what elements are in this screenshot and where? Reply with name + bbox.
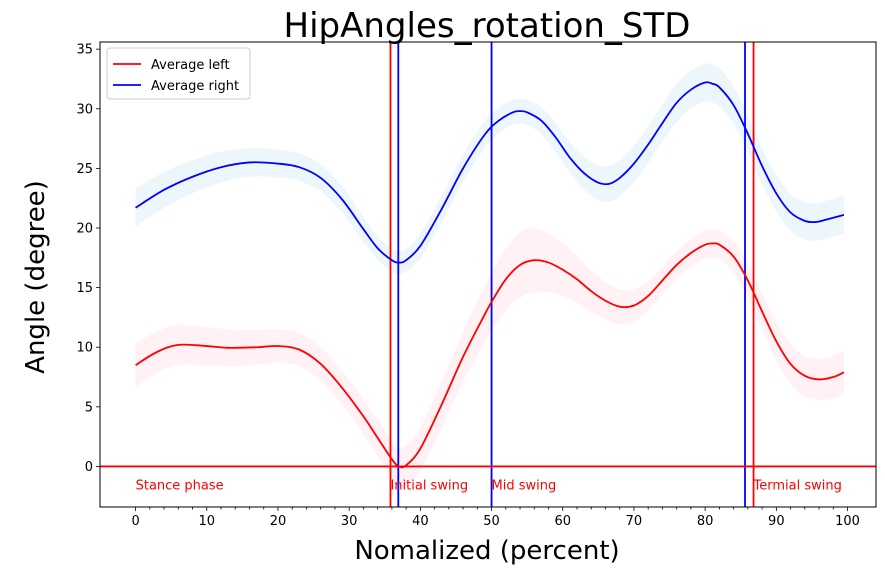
x-tick-label: 30 (341, 514, 358, 529)
x-tick-label: 40 (412, 514, 429, 529)
phase-annotation-3: Termial swing (753, 478, 842, 493)
series-line-right (135, 81, 845, 264)
x-tick-label: 70 (626, 514, 643, 529)
y-tick-label: 30 (76, 102, 93, 117)
x-axis-label: Nomalized (percent) (354, 536, 619, 566)
y-tick-label: 15 (76, 281, 93, 296)
legend: Average left Average right (106, 47, 251, 100)
x-tick-label: 80 (697, 514, 714, 529)
legend-label-left: Average left (151, 58, 230, 73)
std-bands (135, 63, 844, 488)
y-tick-label: 25 (76, 162, 93, 177)
chart-title: HipAngles_rotation_STD (284, 6, 691, 46)
x-tick-label: 0 (131, 514, 139, 529)
y-tick-label: 10 (76, 341, 93, 356)
y-tick-label: 0 (85, 460, 93, 475)
y-tick-label: 35 (76, 43, 93, 58)
x-axis-ticks: 0 10 20 30 40 50 60 70 80 90 100 (131, 507, 860, 529)
phase-annotation-1: Initial swing (390, 478, 468, 493)
x-tick-label: 20 (270, 514, 287, 529)
y-tick-label: 20 (76, 222, 93, 237)
phase-annotations: Stance phase Initial swing Mid swing Termia… (136, 478, 842, 493)
x-tick-label: 90 (768, 514, 785, 529)
legend-box (106, 47, 251, 100)
std-band-left (135, 228, 844, 488)
x-tick-label: 100 (835, 514, 860, 529)
phase-annotation-2: Mid swing (492, 478, 557, 493)
x-tick-label: 50 (483, 514, 500, 529)
y-axis-ticks: 0 5 10 15 20 25 30 35 (76, 43, 100, 475)
phase-annotation-0: Stance phase (136, 478, 224, 493)
y-tick-label: 5 (85, 400, 93, 415)
y-axis-label: Angle (degree) (21, 180, 51, 374)
x-tick-label: 10 (199, 514, 216, 529)
legend-label-right: Average right (151, 79, 239, 94)
series-lines (135, 81, 845, 469)
x-tick-label: 60 (554, 514, 571, 529)
series-line-left (135, 242, 845, 469)
plot-frame (99, 41, 877, 508)
